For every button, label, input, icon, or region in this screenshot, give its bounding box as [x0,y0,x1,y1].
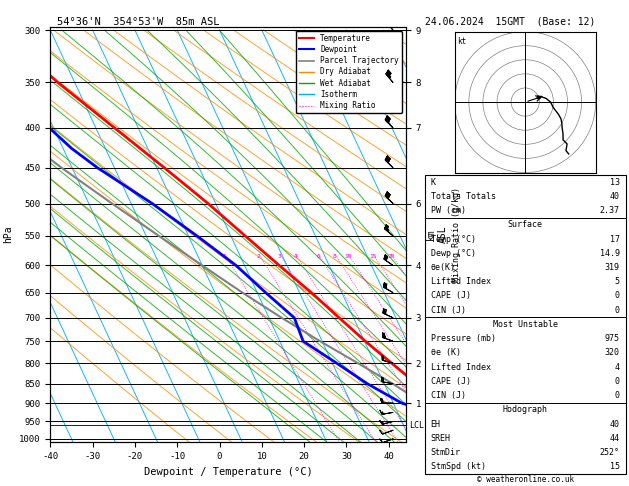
Text: CIN (J): CIN (J) [431,391,465,400]
Text: Temp (°C): Temp (°C) [431,235,476,243]
Legend: Temperature, Dewpoint, Parcel Trajectory, Dry Adiabat, Wet Adiabat, Isotherm, Mi: Temperature, Dewpoint, Parcel Trajectory… [296,31,402,113]
Text: 4: 4 [615,363,620,372]
Text: 6: 6 [316,254,320,259]
Text: 2.37: 2.37 [600,206,620,215]
Text: K: K [431,177,436,187]
Text: © weatheronline.co.uk: © weatheronline.co.uk [477,474,574,484]
Text: 40: 40 [610,419,620,429]
Text: Pressure (mb): Pressure (mb) [431,334,496,343]
Text: PW (cm): PW (cm) [431,206,465,215]
Text: 8: 8 [333,254,337,259]
Text: 17: 17 [610,235,620,243]
Text: 2: 2 [257,254,260,259]
Text: θe(K): θe(K) [431,263,455,272]
Text: 5: 5 [615,277,620,286]
Text: StmDir: StmDir [431,448,460,457]
Text: Surface: Surface [508,220,543,229]
Text: kt: kt [457,37,467,46]
Text: 13: 13 [610,177,620,187]
Y-axis label: km
ASL: km ASL [426,226,448,243]
Text: 1: 1 [223,254,226,259]
Text: Dewp (°C): Dewp (°C) [431,249,476,258]
Text: θe (K): θe (K) [431,348,460,357]
Text: 44: 44 [610,434,620,443]
Text: Lifted Index: Lifted Index [431,363,491,372]
Text: 320: 320 [605,348,620,357]
Text: Mixing Ratio (g/kg): Mixing Ratio (g/kg) [452,187,461,282]
Text: 0: 0 [615,377,620,386]
X-axis label: Dewpoint / Temperature (°C): Dewpoint / Temperature (°C) [143,467,313,477]
Text: 0: 0 [615,391,620,400]
Text: 3: 3 [278,254,282,259]
Text: CAPE (J): CAPE (J) [431,377,470,386]
Text: 40: 40 [610,192,620,201]
Text: 4: 4 [294,254,298,259]
Text: Totals Totals: Totals Totals [431,192,496,201]
Text: 319: 319 [605,263,620,272]
Text: 975: 975 [605,334,620,343]
Text: Hodograph: Hodograph [503,405,548,414]
Text: SREH: SREH [431,434,450,443]
Text: 252°: 252° [600,448,620,457]
Text: 0: 0 [615,306,620,314]
Text: 0: 0 [615,292,620,300]
Text: Most Unstable: Most Unstable [493,320,558,329]
Text: 14.9: 14.9 [600,249,620,258]
Text: 15: 15 [369,254,377,259]
Text: 10: 10 [344,254,352,259]
Text: 20: 20 [387,254,395,259]
Y-axis label: hPa: hPa [4,226,14,243]
Text: 24.06.2024  15GMT  (Base: 12): 24.06.2024 15GMT (Base: 12) [425,16,595,26]
Text: StmSpd (kt): StmSpd (kt) [431,462,486,471]
Text: EH: EH [431,419,440,429]
Text: LCL: LCL [409,420,424,430]
Text: 54°36'N  354°53'W  85m ASL: 54°36'N 354°53'W 85m ASL [57,17,219,27]
Text: CIN (J): CIN (J) [431,306,465,314]
Text: 15: 15 [610,462,620,471]
Text: CAPE (J): CAPE (J) [431,292,470,300]
Text: Lifted Index: Lifted Index [431,277,491,286]
